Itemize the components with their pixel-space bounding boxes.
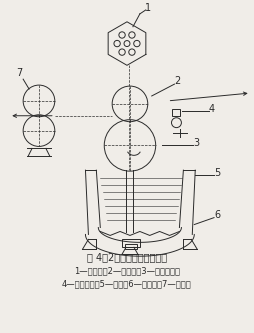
Bar xyxy=(122,239,140,247)
Bar xyxy=(125,244,137,249)
Text: 6: 6 xyxy=(214,210,220,220)
Bar xyxy=(172,109,180,116)
Text: 1: 1 xyxy=(145,3,151,13)
Text: 4: 4 xyxy=(209,104,215,114)
Text: 3: 3 xyxy=(193,139,199,149)
Text: 图 4－2　松式绳洗机示意图: 图 4－2 松式绳洗机示意图 xyxy=(87,252,167,262)
Text: 1—六角盘　2—上轧辊　3—主动下轧辊: 1—六角盘 2—上轧辊 3—主动下轧辊 xyxy=(74,266,180,275)
Text: 4—进布瓷圈　5—轧槽　6—放水塞　7—小轧车: 4—进布瓷圈 5—轧槽 6—放水塞 7—小轧车 xyxy=(62,279,192,288)
Text: 5: 5 xyxy=(214,168,220,178)
Text: 2: 2 xyxy=(174,76,181,86)
Text: 7: 7 xyxy=(16,68,22,78)
